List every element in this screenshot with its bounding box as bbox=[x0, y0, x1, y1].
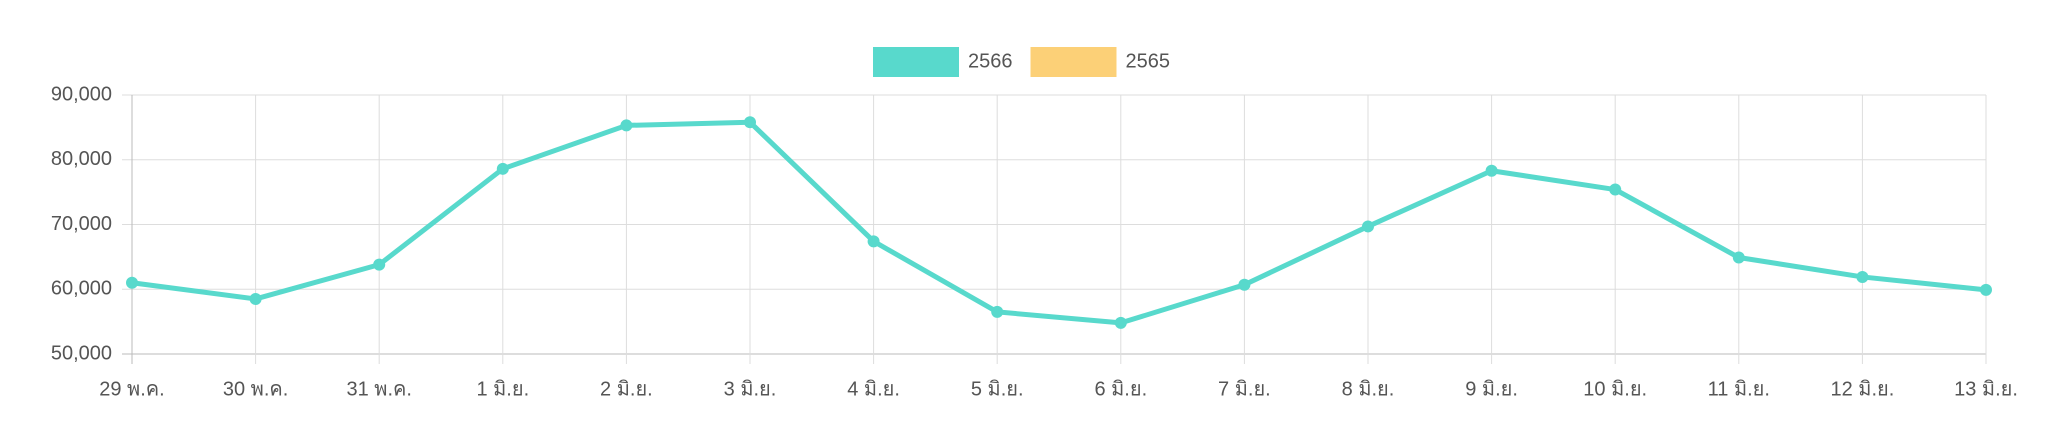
x-tick-label: 1 มิ.ย. bbox=[476, 378, 529, 400]
point bbox=[1238, 278, 1251, 291]
x-tick-label: 31 พ.ค. bbox=[346, 378, 411, 400]
x-tick-label: 11 มิ.ย. bbox=[1708, 378, 1770, 400]
x-tick-label: 10 มิ.ย. bbox=[1583, 378, 1647, 400]
point bbox=[1114, 316, 1127, 329]
point bbox=[373, 258, 386, 271]
x-tick-label: 29 พ.ค. bbox=[99, 378, 164, 400]
point bbox=[496, 162, 509, 175]
x-tick-label: 6 มิ.ย. bbox=[1094, 378, 1147, 400]
legend-label: 2566 bbox=[968, 50, 1013, 72]
x-tick-label: 9 มิ.ย. bbox=[1465, 378, 1518, 400]
y-tick-label: 90,000 bbox=[51, 83, 112, 105]
point bbox=[991, 305, 1004, 318]
x-tick-label: 13 มิ.ย. bbox=[1954, 378, 2018, 400]
point bbox=[620, 119, 633, 132]
x-tick-label: 8 มิ.ย. bbox=[1342, 378, 1395, 400]
legend-swatch bbox=[1030, 47, 1117, 77]
y-tick-label: 70,000 bbox=[51, 213, 112, 235]
point bbox=[1609, 183, 1622, 196]
point bbox=[867, 235, 880, 248]
x-tick-label: 12 มิ.ย. bbox=[1830, 378, 1894, 400]
point bbox=[1485, 164, 1498, 177]
point bbox=[744, 116, 756, 129]
legend-label: 2565 bbox=[1126, 50, 1171, 72]
point bbox=[249, 292, 262, 305]
legend-swatch bbox=[873, 47, 959, 77]
point bbox=[1980, 283, 1992, 296]
x-tick-label: 3 มิ.ย. bbox=[724, 378, 777, 400]
y-tick-label: 50,000 bbox=[51, 342, 112, 364]
y-tick-label: 60,000 bbox=[51, 278, 112, 300]
point bbox=[1856, 270, 1869, 283]
point bbox=[126, 276, 138, 289]
point bbox=[1732, 251, 1745, 264]
x-tick-label: 30 พ.ค. bbox=[223, 378, 288, 400]
x-tick-label: 2 มิ.ย. bbox=[600, 378, 653, 400]
x-tick-label: 5 มิ.ย. bbox=[971, 378, 1024, 400]
point bbox=[1362, 220, 1374, 233]
x-tick-label: 4 มิ.ย. bbox=[847, 378, 900, 400]
y-tick-label: 80,000 bbox=[51, 148, 112, 170]
x-tick-label: 7 มิ.ย. bbox=[1218, 378, 1271, 400]
line bbox=[131, 119, 1987, 326]
